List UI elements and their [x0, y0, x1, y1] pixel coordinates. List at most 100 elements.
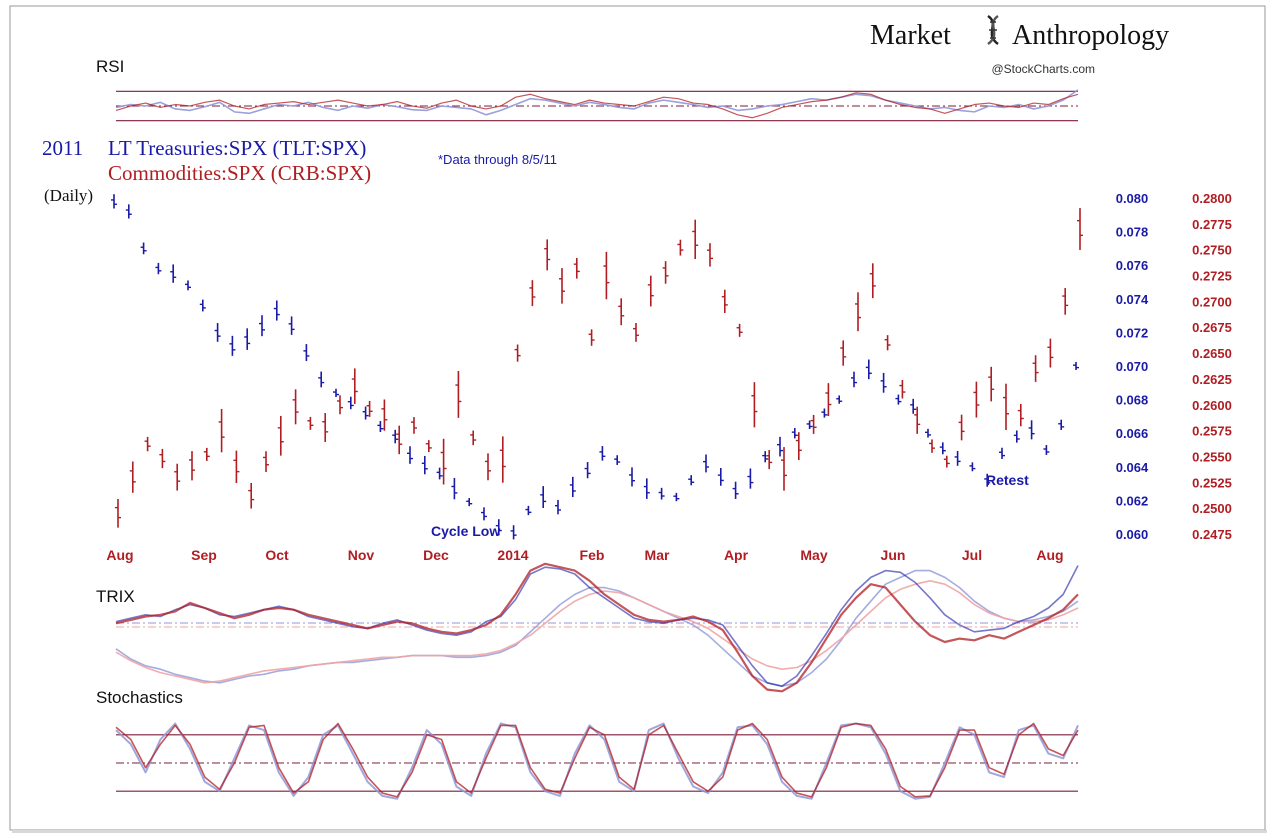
crb-spx-bar [203, 447, 210, 461]
tlt-spx-bar [984, 473, 991, 487]
crb-spx-bar [129, 461, 136, 493]
right-axis-tick-label: 0.2550 [1192, 449, 1232, 464]
tlt-spx-bar [318, 371, 325, 388]
crb-spx-bar [144, 436, 151, 452]
crb-spx-bar [840, 340, 847, 366]
right-axis-tick-label: 0.2500 [1192, 501, 1232, 516]
tlt-spx-bar [895, 394, 902, 405]
right-axis-tick-label: 0.2575 [1192, 424, 1232, 439]
crb-spx-bar [914, 406, 921, 434]
title-year: 2011 [42, 136, 83, 160]
tlt-spx-bar [451, 477, 458, 500]
tlt-spx-bar [673, 492, 680, 502]
main-price-panel [111, 194, 1083, 540]
cycle-low-annotation: Cycle Low [431, 523, 500, 539]
tlt-spx-bar [658, 487, 665, 500]
tlt-spx-bar [436, 467, 443, 480]
data-note: *Data through 8/5/11 [438, 152, 557, 167]
x-axis-tick-label: Mar [645, 547, 670, 563]
left-axis-tick-label: 0.074 [1116, 292, 1149, 307]
tlt-spx-bar [540, 486, 547, 508]
crb-spx-bar [233, 450, 240, 483]
tlt-spx-bar [347, 396, 354, 410]
tlt-spx-bar [1058, 419, 1065, 430]
left-axis-tick-label: 0.070 [1116, 359, 1149, 374]
dna-helix-icon [987, 14, 999, 46]
tlt-spx-bar [214, 323, 221, 342]
crb-spx-bar [958, 414, 965, 441]
crb-spx-bar [662, 261, 669, 284]
tlt-spx-bar [599, 446, 606, 461]
left-axis-tick-label: 0.080 [1116, 191, 1149, 206]
tlt-spx-bar [777, 436, 783, 457]
crb-spx-bar [1032, 355, 1039, 382]
crb-spx-bar [1047, 338, 1054, 368]
tlt-spx-bar [614, 455, 621, 465]
title-blue-series: LT Treasuries:SPX (TLT:SPX) [108, 136, 366, 160]
crb-spx-bar [588, 329, 595, 346]
crb-spx-bar [618, 298, 625, 326]
crb-spx-bar [633, 322, 639, 342]
left-axis-tick-label: 0.076 [1116, 258, 1149, 273]
retest-annotation: Retest [986, 472, 1029, 488]
tlt-spx-bar [703, 454, 709, 473]
tlt-spx-bar [170, 264, 177, 283]
tlt-spx-bar [821, 408, 828, 418]
crb-spx-bar [337, 395, 343, 415]
x-axis-tick-label: Nov [348, 547, 375, 563]
crb-spx-bar [292, 389, 299, 425]
stoch-red-line [115, 722, 1079, 798]
crb-spx-bar [869, 263, 876, 299]
tlt-spx-bar [259, 315, 265, 337]
chart-border-shadow [12, 830, 1267, 833]
crb-spx-bar [855, 292, 861, 332]
x-axis-tick-label: Aug [106, 547, 133, 563]
crb-spx-bar [692, 219, 699, 260]
right-axis-tick-label: 0.2650 [1192, 346, 1232, 361]
tlt-spx-bar [495, 519, 502, 536]
crb-spx-bar [1077, 208, 1083, 250]
crb-spx-bar [751, 382, 758, 428]
crb-spx-bar [218, 408, 225, 453]
x-axis-tick-label: Dec [423, 547, 449, 563]
right-axis-tick-label: 0.2600 [1192, 398, 1232, 413]
axis-labels: 0.080 0.078 0.076 0.074 0.072 0.070 0.068 0.066… [106, 191, 1231, 563]
tlt-spx-bar [939, 442, 946, 455]
crb-spx-bar [1062, 288, 1069, 315]
crb-spx-bar [470, 430, 477, 446]
crb-spx-bar [499, 436, 506, 483]
tlt-spx-bar [806, 420, 813, 430]
crb-spx-bar [781, 447, 787, 491]
crb-spx-bar [943, 455, 950, 468]
tlt-spx-bar [688, 475, 695, 486]
chart-border [9, 5, 1266, 831]
tlt-spx-bar [925, 428, 931, 438]
tlt-spx-bar [1073, 361, 1079, 371]
crb-spx-bar [766, 450, 773, 470]
tlt-spx-bar [999, 447, 1005, 459]
tlt-spx-bar [140, 242, 147, 255]
right-axis-tick-label: 0.2475 [1192, 527, 1232, 542]
brand-name-part2: Anthropology [1012, 20, 1169, 51]
stochastics-panel [115, 722, 1079, 800]
x-axis-tick-label: Feb [580, 547, 605, 563]
tlt-spx-bar [199, 299, 206, 312]
tlt-spx-bar [111, 194, 117, 209]
tlt-spx-bar [629, 467, 635, 487]
crb-spx-bar [559, 268, 565, 304]
crb-spx-bar [1017, 403, 1024, 427]
tlt-spx-bar [288, 316, 295, 335]
right-axis-tick-label: 0.2525 [1192, 475, 1232, 490]
left-axis-tick-label: 0.068 [1116, 393, 1149, 408]
right-axis-tick-label: 0.2700 [1192, 294, 1232, 309]
tlt-spx-bar [969, 462, 976, 472]
left-axis-tick-label: 0.072 [1116, 325, 1149, 340]
crb-spx-bar [810, 414, 817, 434]
rsi-blue-line [115, 89, 1079, 116]
x-axis-tick-label: Jun [881, 547, 906, 563]
crb-spx-bar [884, 335, 891, 351]
right-axis-tick-label: 0.2625 [1192, 372, 1232, 387]
tlt-spx-bar [303, 344, 310, 362]
stochastics-panel-label: Stochastics [96, 688, 183, 707]
